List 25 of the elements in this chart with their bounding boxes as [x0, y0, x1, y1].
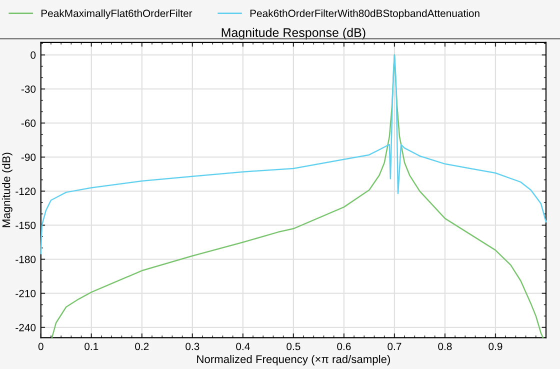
- x-tick-label: 0.5: [286, 342, 300, 350]
- y-tick-label: 0: [30, 51, 36, 59]
- legend-label: Peak6thOrderFilterWith80dBStopbandAttenuation: [250, 9, 480, 20]
- x-axis-title: Normalized Frequency (×π rad/sample): [197, 354, 390, 366]
- x-tick-label: 0.1: [84, 342, 98, 350]
- y-tick-label: -120: [16, 188, 36, 196]
- chart-title: Magnitude Response (dB): [222, 28, 366, 40]
- y-tick-label: -180: [16, 256, 36, 264]
- line-series: [40, 54, 547, 254]
- y-tick-label: -210: [16, 290, 36, 298]
- y-tick-label: -240: [16, 324, 36, 332]
- y-tick-label: -90: [21, 154, 36, 161]
- x-tick-label: 0.4: [236, 342, 250, 350]
- x-tick-label: 0.2: [135, 342, 149, 350]
- y-tick-label: -30: [21, 85, 36, 93]
- legend-label: PeakMaximallyFlat6thOrderFilter: [41, 9, 192, 20]
- y-axis-title: Magnitude (dB): [2, 152, 12, 228]
- x-tick-label: 0.9: [488, 342, 502, 350]
- x-tick-label: 0.8: [438, 342, 452, 350]
- x-tick-label: 0.3: [186, 342, 200, 350]
- x-tick-label: 0.6: [337, 342, 351, 350]
- y-tick-label: -60: [21, 120, 36, 127]
- x-tick-label: 0: [38, 342, 44, 350]
- x-tick-label: 0.7: [388, 342, 402, 350]
- y-tick-label: -150: [16, 222, 36, 230]
